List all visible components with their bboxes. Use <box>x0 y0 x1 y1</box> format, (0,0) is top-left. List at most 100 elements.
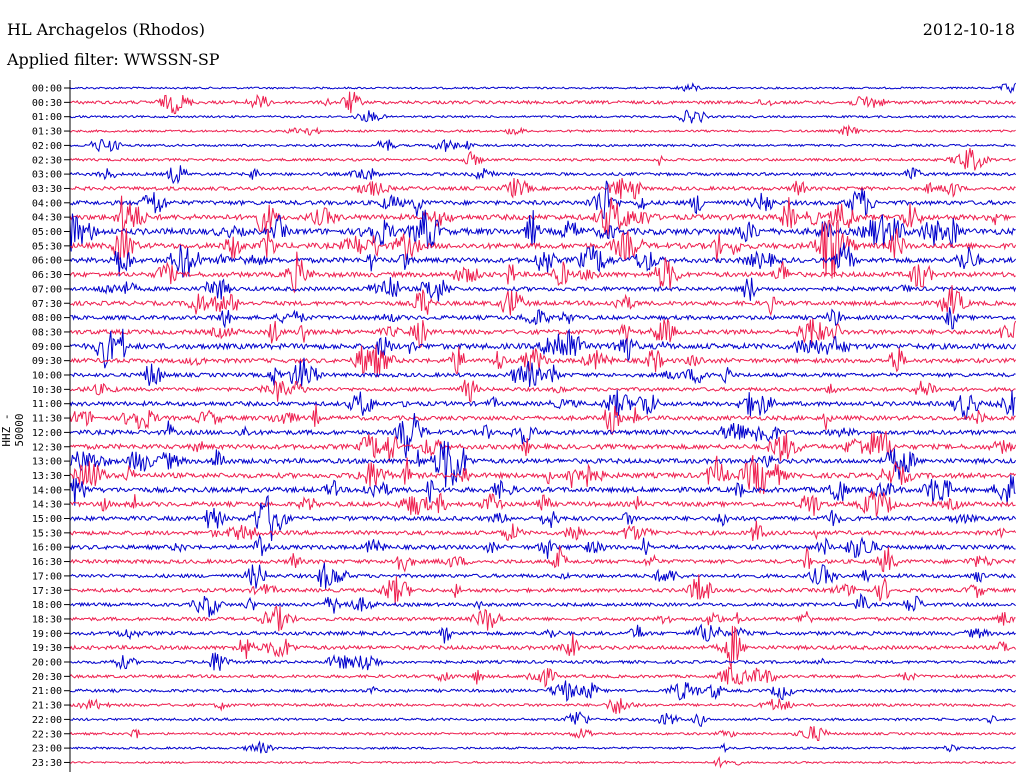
trace-line <box>69 328 1017 369</box>
trace-line <box>69 711 1016 727</box>
time-tick-label: 17:30 <box>32 586 62 597</box>
time-tick-label: 19:30 <box>32 643 62 654</box>
time-tick-label: 11:00 <box>32 399 62 410</box>
trace-line <box>69 474 1016 506</box>
time-tick-label: 04:30 <box>32 213 62 224</box>
trace-line <box>69 740 1016 754</box>
time-tick-label: 15:30 <box>32 528 62 539</box>
trace-line <box>69 652 1016 671</box>
time-tick-label: 03:00 <box>32 170 62 181</box>
time-tick-label: 13:00 <box>32 457 62 468</box>
trace-line <box>69 285 1017 317</box>
trace-line <box>69 623 1016 644</box>
time-tick-label: 02:00 <box>32 141 62 152</box>
time-tick-label: 12:30 <box>32 442 62 453</box>
trace-line <box>69 455 1016 495</box>
date-label: 2012-10-18 <box>922 20 1015 39</box>
time-tick-label: 02:30 <box>32 155 62 166</box>
time-tick-label: 20:00 <box>32 658 62 669</box>
time-tick-label: 22:30 <box>32 729 62 740</box>
trace-line <box>69 389 1016 420</box>
time-tick-label: 22:00 <box>32 715 62 726</box>
time-tick-label: 14:00 <box>32 485 62 496</box>
trace-line <box>69 109 1016 124</box>
trace-line <box>69 625 1017 669</box>
trace-line <box>69 756 1016 769</box>
time-tick-label: 01:30 <box>32 127 62 138</box>
time-tick-label: 03:30 <box>32 184 62 195</box>
time-tick-label: 01:00 <box>32 112 62 123</box>
time-tick-label: 11:30 <box>32 414 62 425</box>
trace-line <box>69 219 1017 279</box>
trace-line <box>69 277 1017 302</box>
trace-line <box>69 177 1016 200</box>
trace-line <box>69 440 1017 488</box>
trace-line <box>69 379 1016 403</box>
time-tick-label: 00:30 <box>32 98 62 109</box>
time-tick-label: 07:00 <box>32 284 62 295</box>
time-tick-label: 23:30 <box>32 758 62 769</box>
trace-line <box>69 165 1016 185</box>
trace-line <box>69 520 1017 541</box>
time-tick-label: 20:30 <box>32 672 62 683</box>
trace-line <box>69 546 1016 573</box>
trace-line <box>69 209 1016 252</box>
trace-line <box>69 307 1016 330</box>
trace-line <box>69 574 1017 606</box>
time-tick-label: 09:30 <box>32 356 62 367</box>
station-title: HL Archagelos (Rhodos) <box>7 20 205 39</box>
trace-line <box>69 82 1017 94</box>
trace-line <box>69 180 1016 220</box>
time-tick-label: 15:00 <box>32 514 62 525</box>
time-tick-label: 21:00 <box>32 686 62 697</box>
trace-line <box>69 124 1016 136</box>
trace-line <box>69 430 1017 463</box>
trace-line <box>69 242 1017 278</box>
time-tick-label: 14:30 <box>32 500 62 511</box>
time-tick-label: 18:30 <box>32 614 62 625</box>
time-tick-label: 06:30 <box>32 270 62 281</box>
trace-line <box>69 148 1016 171</box>
trace-line <box>69 404 1016 436</box>
trace-line <box>69 605 1016 632</box>
trace-line <box>69 251 1016 294</box>
time-tick-label: 00:00 <box>32 84 62 95</box>
trace-line <box>69 195 1016 237</box>
trace-line <box>69 139 1016 153</box>
trace-line <box>69 666 1016 688</box>
time-tick-label: 04:00 <box>32 198 62 209</box>
time-tick-label: 19:00 <box>32 629 62 640</box>
trace-line <box>69 91 1016 115</box>
time-tick-label: 16:30 <box>32 557 62 568</box>
time-tick-label: 06:00 <box>32 256 62 267</box>
trace-line <box>69 534 1016 559</box>
time-tick-label: 09:00 <box>32 342 62 353</box>
time-tick-label: 07:30 <box>32 299 62 310</box>
time-tick-label: 21:30 <box>32 701 62 712</box>
trace-line <box>69 344 1017 378</box>
time-tick-label: 13:30 <box>32 471 62 482</box>
time-tick-label: 05:00 <box>32 227 62 238</box>
trace-line <box>69 592 1016 618</box>
time-tick-label: 10:00 <box>32 371 62 382</box>
trace-line <box>69 562 1016 589</box>
time-tick-label: 08:30 <box>32 327 62 338</box>
trace-line <box>69 494 1017 542</box>
time-tick-label: 12:00 <box>32 428 62 439</box>
time-tick-label: 17:00 <box>32 571 62 582</box>
trace-line <box>69 491 1016 517</box>
trace-line <box>69 413 1017 459</box>
time-tick-label: 05:30 <box>32 241 62 252</box>
time-tick-label: 08:00 <box>32 313 62 324</box>
trace-line <box>69 357 1016 387</box>
time-tick-label: 18:00 <box>32 600 62 611</box>
trace-line <box>69 698 1016 714</box>
trace-line <box>69 726 1016 741</box>
trace-line <box>69 680 1016 703</box>
filter-label: Applied filter: WWSSN-SP <box>7 50 220 69</box>
trace-line <box>69 318 1017 349</box>
time-tick-label: 23:00 <box>32 744 62 755</box>
time-tick-label: 16:00 <box>32 543 62 554</box>
time-tick-label: 10:30 <box>32 385 62 396</box>
